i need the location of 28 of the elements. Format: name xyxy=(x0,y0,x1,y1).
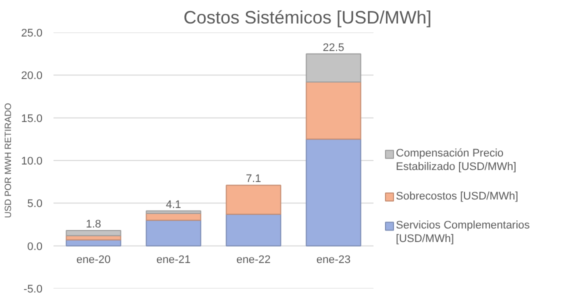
y-tick-label: 10.0 xyxy=(21,156,43,168)
bar xyxy=(226,214,282,246)
x-tick-label: ene-20 xyxy=(76,254,111,266)
bar xyxy=(306,53,362,82)
x-tick-label: ene-21 xyxy=(156,254,191,266)
total-label: 4.1 xyxy=(166,198,182,211)
bar xyxy=(146,220,202,246)
y-tick-label: 20.0 xyxy=(21,70,43,82)
bar xyxy=(226,184,282,215)
y-tick-label: 25.0 xyxy=(21,28,43,40)
bar xyxy=(306,81,362,140)
y-tick-label: 0.0 xyxy=(27,240,43,253)
total-label: 7.1 xyxy=(246,173,262,186)
y-tick-label: 5.0 xyxy=(27,198,43,210)
bar xyxy=(146,210,202,214)
bar xyxy=(66,230,122,236)
total-label: 22.5 xyxy=(322,42,344,54)
total-label: 1.8 xyxy=(86,218,102,230)
x-tick-label: ene-23 xyxy=(316,254,351,266)
y-axis-title: USD POR MWH RETIRADO xyxy=(3,102,14,218)
x-tick-label: ene-22 xyxy=(236,254,271,266)
y-tick-label: 15.0 xyxy=(21,112,43,125)
legend-label: Servicios Complementarios [USD/MWh] xyxy=(396,220,530,245)
bar xyxy=(306,138,362,246)
legend-label: Compensación Precio Estabilizado [USD/MWh] xyxy=(396,148,516,174)
legend-label: Sobrecostos [USD/MWh] xyxy=(396,190,518,202)
chart-title: Costos Sistémicos [USD/MWh] xyxy=(183,8,432,28)
y-tick-label: -5.0 xyxy=(24,284,43,296)
